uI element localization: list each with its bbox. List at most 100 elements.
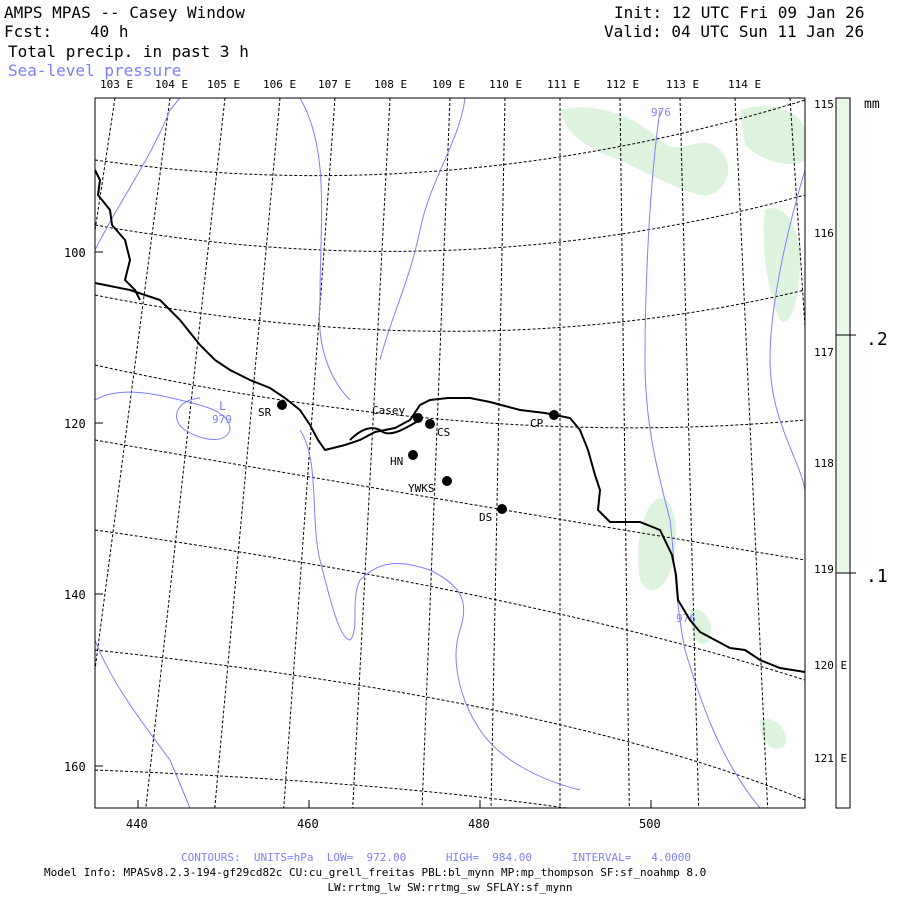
x-axis: 440 460 480 500	[126, 800, 661, 831]
parallel	[95, 769, 570, 808]
meridian	[734, 98, 769, 808]
overlay-name: Sea-level pressure	[8, 61, 182, 80]
station-label-hn: HN	[390, 455, 403, 468]
x-tick-label: 480	[468, 817, 490, 831]
init-time: Init: 12 UTC Fri 09 Jan 26	[614, 3, 865, 22]
isobar	[769, 169, 805, 491]
parallel	[95, 194, 805, 252]
station-label-ds: DS	[479, 511, 492, 524]
lon-label: 111 E	[547, 78, 580, 91]
station-dot-hn	[408, 450, 418, 460]
meridian	[214, 98, 281, 808]
precip-patch	[638, 498, 677, 590]
lon-label: 104 E	[155, 78, 188, 91]
station-label-cp: CP	[530, 417, 544, 430]
colorbar-frame	[835, 97, 851, 809]
x-tick-label: 500	[639, 817, 661, 831]
meridian	[95, 98, 116, 234]
meridian	[619, 98, 630, 808]
colorbar: mm .2 .1	[835, 97, 888, 809]
precip-shading	[560, 106, 805, 749]
y-tick-label: 120	[64, 417, 86, 431]
coastline-east	[95, 169, 141, 301]
parallel	[95, 439, 805, 561]
station-label-cs: CS	[437, 426, 450, 439]
lon-label: 112 E	[606, 78, 639, 91]
meridian	[283, 98, 336, 808]
map-frame	[94, 97, 806, 809]
x-tick-label: 460	[297, 817, 319, 831]
parallels	[95, 99, 805, 808]
parallel	[95, 529, 805, 681]
y-tick-label: 100	[64, 246, 86, 260]
isobar-label: 976	[651, 106, 671, 119]
coastline-main	[95, 282, 805, 673]
lon-label: 108 E	[374, 78, 407, 91]
colorbar-unit: mm	[864, 97, 880, 112]
precip-patch	[740, 106, 805, 165]
station-dot-cp	[549, 410, 559, 420]
meridian	[421, 98, 451, 808]
meridian	[490, 98, 506, 808]
isobars	[95, 98, 805, 808]
meridians	[95, 98, 805, 808]
lon-label: 110 E	[489, 78, 522, 91]
x-tick-label: 440	[126, 817, 148, 831]
low-pressure-marker: L	[219, 399, 226, 413]
y-tick-label: 160	[64, 760, 86, 774]
isobar	[95, 639, 191, 808]
y-tick-label: 140	[64, 588, 86, 602]
lon-label: 113 E	[666, 78, 699, 91]
forecast-label: Fcst:	[4, 22, 53, 41]
station-dot-sr	[277, 400, 287, 410]
parallel	[95, 649, 805, 801]
precip-patch	[560, 107, 729, 196]
isobar	[644, 109, 761, 808]
precip-patch	[763, 208, 800, 322]
model-info: Model Info: MPASv8.2.3-194-gf29cd82c CU:…	[44, 866, 707, 879]
station-label-ywks: YWKS	[408, 482, 435, 495]
colorbar-label: .2	[866, 329, 888, 350]
station-label-sr: SR	[258, 406, 272, 419]
contour-info: CONTOURS: UNITS=hPa LOW= 972.00 HIGH= 98…	[181, 851, 691, 864]
map-title: AMPS MPAS -- Casey Window	[4, 3, 245, 22]
station-dot-casey	[413, 413, 423, 423]
colorbar-label: .1	[866, 566, 888, 587]
lon-label: 107 E	[318, 78, 351, 91]
meridian	[95, 98, 171, 674]
station-dot-cs	[425, 419, 435, 429]
isobar	[95, 391, 231, 440]
station-dot-ds	[497, 504, 507, 514]
lon-label: 121 E	[814, 752, 847, 765]
meridian	[679, 98, 700, 808]
model-info-line2: LW:rrtmg_lw SW:rrtmg_sw SFLAY:sf_mynn	[327, 881, 573, 894]
field-name: Total precip. in past 3 h	[8, 42, 249, 61]
valid-time: Valid: 04 UTC Sun 11 Jan 26	[604, 22, 865, 41]
lon-label: 109 E	[432, 78, 465, 91]
lon-label: 120 E	[814, 659, 847, 672]
lon-label: 106 E	[263, 78, 296, 91]
lon-label: 105 E	[207, 78, 240, 91]
isobar	[95, 98, 181, 251]
lon-label: 103 E	[100, 78, 133, 91]
forecast-hour: 40 h	[90, 22, 129, 41]
station-dot-ywks	[442, 476, 452, 486]
coastline	[95, 169, 805, 673]
isobar-label: 979	[212, 413, 232, 426]
isobar	[379, 98, 466, 361]
station-label-casey: Casey	[372, 404, 405, 417]
isobar	[299, 429, 581, 791]
top-lon-labels: 103 E 104 E 105 E 106 E 107 E 108 E 109 …	[100, 78, 761, 91]
meridian	[352, 98, 391, 808]
lon-label: 114 E	[728, 78, 761, 91]
meridian	[145, 98, 226, 808]
meridian	[789, 98, 805, 335]
isobar	[299, 98, 351, 401]
parallel	[95, 289, 805, 332]
stations	[277, 400, 559, 514]
y-axis: 100 120 140 160	[64, 246, 103, 774]
parallel	[95, 364, 805, 429]
parallel	[95, 99, 805, 177]
precip-patch	[760, 719, 786, 749]
